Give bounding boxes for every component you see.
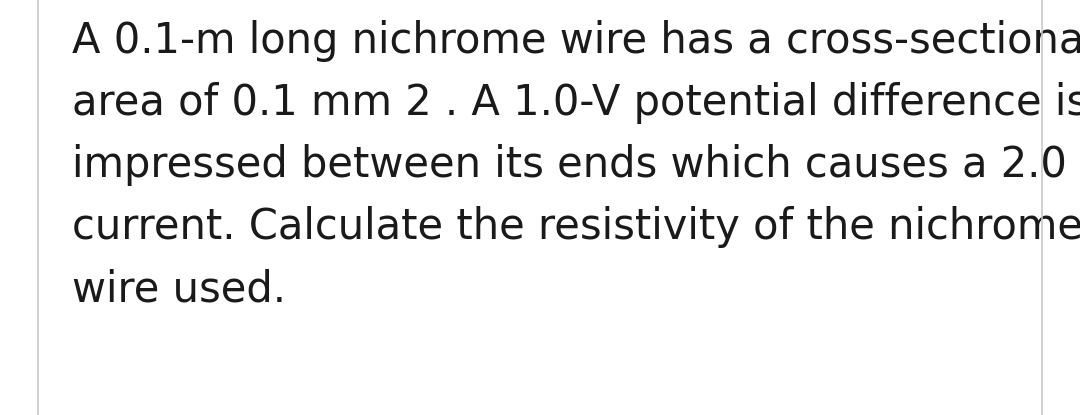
Text: A 0.1-m long nichrome wire has a cross-sectional: A 0.1-m long nichrome wire has a cross-s… xyxy=(72,20,1080,62)
Text: area of 0.1 mm 2 . A 1.0-V potential difference is: area of 0.1 mm 2 . A 1.0-V potential dif… xyxy=(72,82,1080,124)
Text: current. Calculate the resistivity of the nichrome: current. Calculate the resistivity of th… xyxy=(72,206,1080,248)
Text: impressed between its ends which causes a 2.0 A: impressed between its ends which causes … xyxy=(72,144,1080,186)
Text: wire used.: wire used. xyxy=(72,268,286,310)
